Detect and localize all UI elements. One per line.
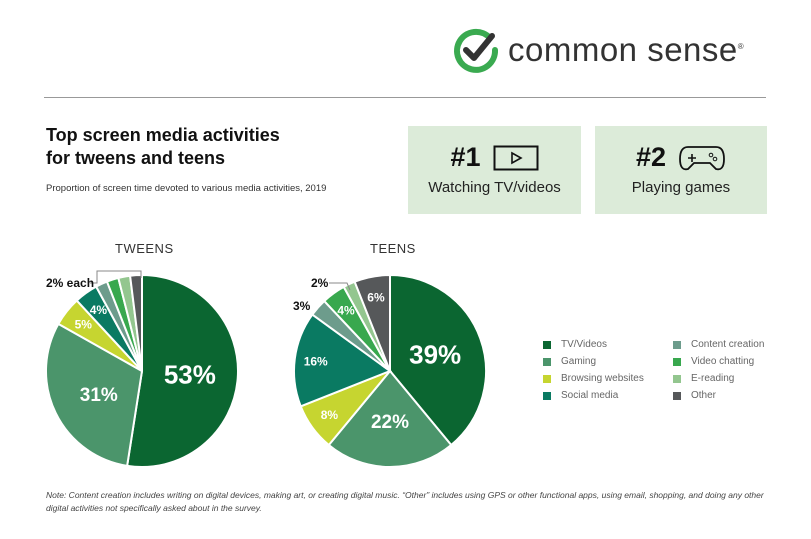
callout-label: 2% each [46, 276, 94, 290]
legend-item: E-reading [673, 373, 803, 384]
check-circle-logo-icon [454, 28, 499, 73]
pie-slice-gaming [327, 369, 453, 468]
rank-label: Playing games [631, 179, 731, 196]
pie-slice-other [353, 273, 391, 372]
legend-item: Other [673, 390, 803, 401]
pie-tweens: 53% 31% 5%4% [45, 273, 239, 468]
legend-swatch [543, 391, 551, 400]
data-label: 22% [371, 412, 409, 433]
play-icon [493, 145, 539, 170]
legend-swatch [543, 357, 551, 366]
data-label: 31% [80, 385, 118, 406]
legend-swatch [673, 391, 681, 400]
subtitle: Proportion of screen time devoted to var… [46, 183, 327, 194]
legend-label: Other [691, 390, 717, 401]
pie-slice-social-media [293, 313, 393, 408]
pie-slice-gaming [45, 322, 144, 467]
callout-line [329, 282, 351, 291]
callout-tweens: 2% each [46, 270, 142, 290]
legend-item: TV/Videos [543, 339, 673, 350]
data-label: 39% [409, 340, 461, 370]
data-label: 16% [304, 355, 328, 369]
legend-swatch [543, 374, 551, 383]
legend-label: E-reading [691, 373, 735, 384]
legend-swatch [673, 340, 681, 349]
legend-label: Content creation [691, 339, 765, 350]
data-label: 6% [367, 290, 385, 304]
rank-number: #2 [635, 142, 667, 172]
pie-slice-tv-videos [389, 273, 487, 447]
legend-item: Video chatting [673, 356, 803, 367]
legend-swatch [673, 357, 681, 366]
legend-swatch [543, 340, 551, 349]
legend-item: Browsing websites [543, 373, 673, 384]
pie-title-teens: TEENS [370, 241, 416, 256]
pie-teens: 39% 22% 8% 16% 4% 6% [293, 273, 487, 468]
pie-slice-other [128, 273, 143, 372]
legend-label: Social media [561, 390, 619, 401]
callout-label: 2% [311, 276, 329, 290]
divider [44, 97, 766, 98]
legend-label: TV/Videos [561, 339, 607, 350]
rank-label: Watching TV/videos [428, 179, 561, 196]
logo-text: common sense® [508, 31, 745, 68]
callout-teens: 2% 3% [293, 276, 351, 313]
footnote: Note: Content creation includes writing … [46, 490, 764, 513]
legend-label: Gaming [561, 356, 597, 367]
legend-swatch [673, 374, 681, 383]
page-title: Top screen media activities for tweens an… [46, 125, 280, 168]
rank-card-2: #2 Playing games [595, 126, 767, 214]
gamepad-icon [679, 145, 725, 170]
rank-number: #1 [450, 142, 481, 172]
data-label: 4% [90, 303, 108, 317]
data-label: 4% [337, 303, 355, 317]
pie-title-tweens: TWEENS [115, 241, 174, 256]
data-label: 53% [164, 360, 216, 390]
legend-item: Social media [543, 390, 673, 401]
callout-label: 3% [293, 299, 311, 313]
legend-item: Content creation [673, 339, 803, 350]
logo: common sense® [452, 26, 744, 74]
legend: TV/Videos Content creation Gaming Video cha… [543, 339, 803, 401]
data-label: 5% [75, 318, 93, 332]
data-label: 8% [321, 408, 339, 422]
rank-card-1: #1 Watching TV/videos [408, 126, 581, 214]
callout-line [90, 270, 142, 284]
legend-label: Browsing websites [561, 373, 644, 384]
pie-slice-tv-videos [125, 273, 239, 468]
legend-item: Gaming [543, 356, 673, 367]
legend-label: Video chatting [691, 356, 755, 367]
